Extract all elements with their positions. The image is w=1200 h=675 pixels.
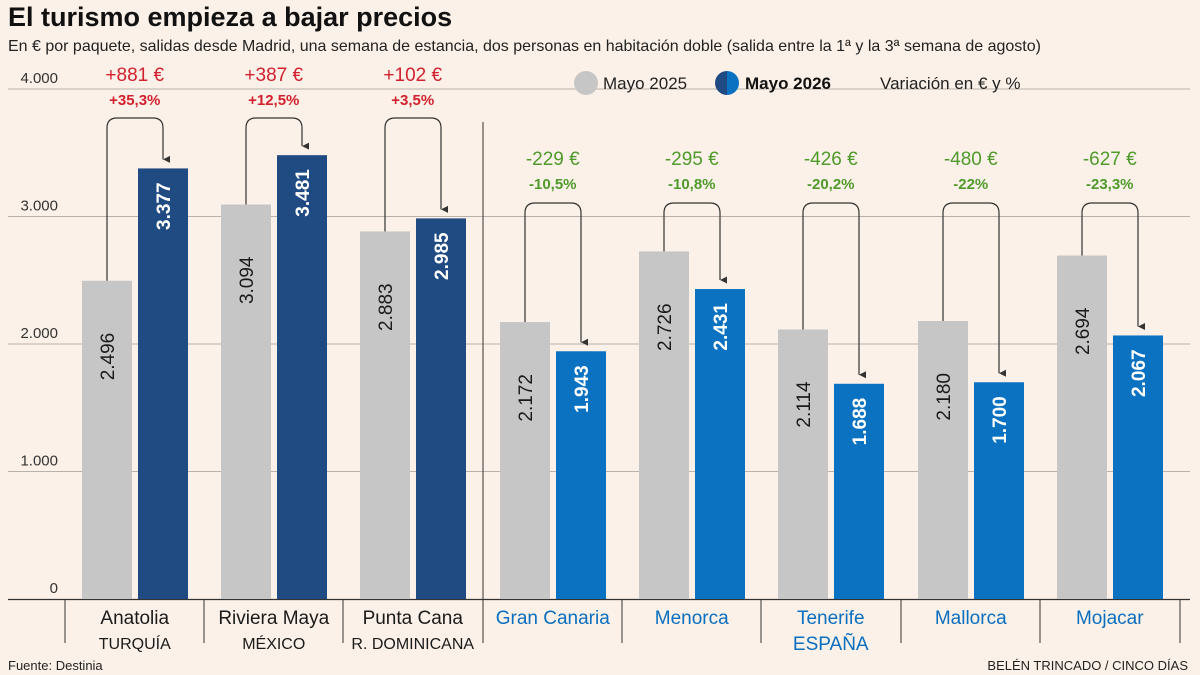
- source-note: Fuente: Destinia: [8, 658, 103, 673]
- legend-swatch-mayo-2025: [574, 71, 598, 95]
- bar-mayo-2026: [556, 351, 606, 599]
- variation-euros: -295 €: [665, 149, 719, 170]
- bar-mayo-2025: [1057, 255, 1107, 599]
- category-label: Riviera Maya: [218, 608, 329, 629]
- value-label-mayo-2025: 2.883: [376, 283, 397, 331]
- value-label-mayo-2025: 3.094: [237, 256, 258, 304]
- bar-mayo-2026: [1113, 335, 1163, 599]
- y-tick-label: 3.000: [20, 198, 58, 215]
- bar-mayo-2025: [221, 204, 271, 599]
- legend-label-variation: Variación en € y %: [880, 74, 1020, 93]
- chart-subtitle: En € por paquete, salidas desde Madrid, …: [8, 38, 1041, 55]
- variation-percent: -20,2%: [807, 176, 855, 193]
- bar-mayo-2025: [639, 251, 689, 599]
- category-label: Gran Canaria: [496, 608, 610, 629]
- variation-euros: -480 €: [944, 149, 998, 170]
- variation-arrow: [384, 117, 449, 232]
- bar-mayo-2025: [82, 280, 132, 599]
- value-label-mayo-2026: 2.067: [1129, 349, 1150, 397]
- category-label: Mojacar: [1076, 608, 1144, 629]
- y-tick-label: 1.000: [20, 453, 58, 470]
- variation-arrow: [524, 202, 589, 346]
- variation-arrow: [663, 202, 728, 284]
- variation-arrow: [942, 202, 1007, 377]
- bar-mayo-2025: [500, 322, 550, 599]
- chart-title: El turismo empieza a bajar precios: [8, 2, 453, 32]
- bar-mayo-2026: [416, 218, 466, 599]
- variation-percent: -22%: [953, 176, 988, 193]
- variation-euros: +387 €: [244, 65, 303, 86]
- category-label: Tenerife: [797, 608, 865, 629]
- bar-mayo-2025: [918, 321, 968, 599]
- bar-mayo-2026: [277, 155, 327, 600]
- value-label-mayo-2025: 2.180: [934, 373, 955, 421]
- variation-arrow: [802, 202, 867, 379]
- credit-note: BELÉN TRINCADO / CINCO DÍAS: [987, 658, 1188, 673]
- bar-mayo-2025: [778, 329, 828, 599]
- y-tick-label: 0: [50, 580, 58, 597]
- value-label-mayo-2026: 2.985: [432, 232, 453, 280]
- variation-euros: +102 €: [383, 65, 442, 86]
- category-label: Menorca: [655, 608, 729, 629]
- country-label: TURQUÍA: [99, 634, 171, 653]
- category-label: Anatolia: [100, 608, 169, 629]
- bar-mayo-2026: [834, 383, 884, 599]
- value-label-mayo-2025: 2.172: [516, 374, 537, 422]
- value-label-mayo-2025: 2.726: [655, 303, 676, 351]
- value-label-mayo-2026: 1.943: [572, 365, 593, 413]
- variation-percent: -10,8%: [668, 176, 716, 193]
- variation-euros: +881 €: [105, 65, 164, 86]
- variation-euros: -229 €: [526, 149, 580, 170]
- y-tick-label: 2.000: [20, 325, 58, 342]
- value-label-mayo-2026: 1.688: [850, 398, 871, 446]
- legend-swatch-mayo-2026-half: [715, 71, 727, 95]
- variation-arrow: [245, 117, 310, 205]
- category-label: Mallorca: [935, 608, 1007, 629]
- y-tick-label: 4.000: [20, 70, 58, 87]
- bar-mayo-2025: [360, 231, 410, 600]
- value-label-mayo-2026: 2.431: [711, 303, 732, 351]
- variation-percent: +3,5%: [391, 92, 434, 109]
- variation-percent: +35,3%: [109, 92, 160, 109]
- variation-euros: -627 €: [1083, 149, 1137, 170]
- country-label: ESPAÑA: [793, 633, 869, 655]
- value-label-mayo-2025: 2.496: [98, 333, 119, 381]
- legend-label-mayo-2026: Mayo 2026: [745, 74, 831, 93]
- variation-percent: -10,5%: [529, 176, 577, 193]
- variation-percent: -23,3%: [1086, 176, 1134, 193]
- value-label-mayo-2026: 3.377: [154, 182, 175, 230]
- variation-percent: +12,5%: [248, 92, 299, 109]
- country-label: R. DOMINICANA: [351, 636, 474, 653]
- bar-mayo-2026: [138, 168, 188, 599]
- variation-arrow: [106, 117, 171, 281]
- value-label-mayo-2026: 3.481: [293, 169, 314, 217]
- bar-mayo-2026: [974, 382, 1024, 599]
- country-label: MÉXICO: [242, 634, 305, 653]
- legend-label-mayo-2025: Mayo 2025: [603, 74, 687, 93]
- legend-swatch-mayo-2026-half: [727, 71, 739, 95]
- variation-arrow: [1081, 202, 1146, 331]
- value-label-mayo-2025: 2.694: [1073, 307, 1094, 355]
- category-label: Punta Cana: [363, 608, 464, 629]
- variation-euros: -426 €: [804, 149, 858, 170]
- value-label-mayo-2025: 2.114: [794, 381, 815, 428]
- bar-mayo-2026: [695, 289, 745, 599]
- value-label-mayo-2026: 1.700: [990, 396, 1011, 444]
